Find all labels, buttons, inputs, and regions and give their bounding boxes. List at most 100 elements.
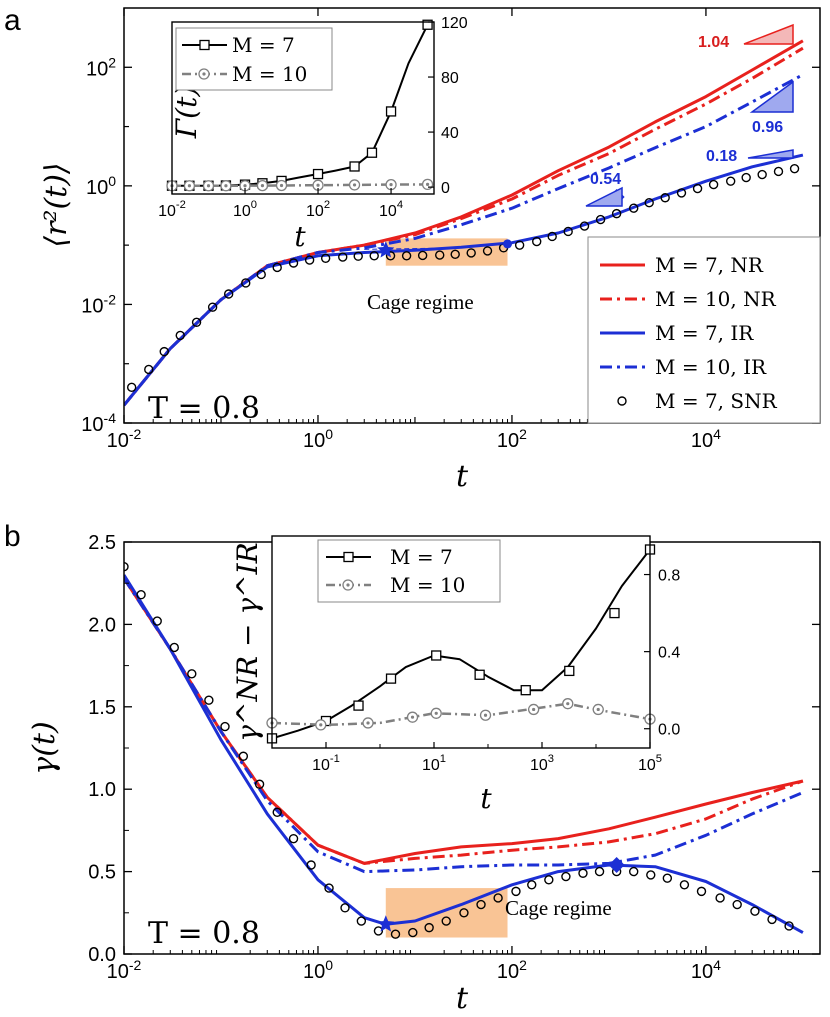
data-point-circle [424, 922, 434, 933]
inset-frame [271, 535, 651, 749]
series-line-gray-circle [172, 183, 428, 187]
inset-x-tick-label: 103 [530, 753, 554, 774]
data-point-circle [611, 208, 622, 219]
legend-label: M = 7, NR [655, 253, 764, 277]
panel-letter-b: b [4, 520, 21, 553]
series-line-blue-dashdot [124, 577, 804, 874]
y-tick-label: 2.0 [88, 614, 116, 636]
y-tick-label: 100 [86, 173, 116, 199]
data-point-circle [527, 880, 537, 890]
data-point-circle [789, 163, 800, 174]
tick-mantissa: 10 [233, 203, 251, 220]
x-tick-label: 104 [691, 957, 721, 983]
cage-region [385, 888, 508, 938]
data-point-circle [238, 751, 249, 761]
tick-exponent: 0 [251, 199, 257, 211]
legend-sample-square [343, 551, 354, 563]
data-point-circle [338, 252, 348, 262]
x-tick-label: 100 [303, 426, 333, 452]
data-point-circle [340, 903, 350, 913]
data-point-circle [254, 779, 265, 789]
tick-mantissa: 10 [81, 414, 103, 436]
tick-exponent: -2 [129, 957, 142, 973]
inset-y-axis-label: Γ(t) [170, 86, 203, 140]
inset-y-tick-label: 0.0 [658, 722, 680, 739]
data-point-square [366, 147, 378, 158]
temperature-label: T = 0.8 [148, 391, 260, 426]
data-point-dot [352, 183, 357, 187]
tick-mantissa: 10 [312, 757, 330, 774]
tick-exponent: 2 [108, 54, 116, 70]
data-point-circle [750, 906, 760, 916]
inset-x-tick-label: 100 [233, 199, 257, 220]
data-point-circle [204, 695, 214, 705]
tick-exponent: 0 [325, 957, 333, 973]
data-point-circle [124, 562, 129, 572]
tick-mantissa: 10 [691, 430, 713, 452]
y-tick-label: 10-4 [81, 410, 116, 436]
tick-mantissa: 10 [497, 961, 519, 983]
data-point-dot [316, 183, 320, 187]
data-point-circle [401, 251, 412, 261]
tick-exponent: 0 [108, 173, 116, 189]
data-point-circle [679, 880, 690, 890]
inset-x-tick-label: 10-2 [158, 199, 186, 220]
data-point-circle [169, 642, 179, 653]
data-point-circle [629, 866, 639, 877]
data-point-circle [595, 214, 606, 225]
tick-exponent: -2 [176, 199, 186, 211]
x-tick-label: 104 [691, 426, 721, 452]
series-line-blue-solid [124, 574, 804, 934]
slope-label: 1.04 [698, 34, 729, 51]
data-point-dot [532, 707, 536, 712]
data-point-circle [482, 246, 493, 256]
data-point-circle [175, 330, 185, 341]
data-point-circle [578, 868, 588, 878]
data-point-circle [373, 926, 384, 936]
legend-label: M = 7 [390, 545, 453, 569]
legend-sample-dot [202, 72, 206, 76]
data-point-circle [696, 886, 707, 897]
data-point-circle [493, 893, 503, 903]
data-point-circle [136, 590, 146, 600]
tick-mantissa: 10 [303, 430, 325, 452]
x-tick-label: 100 [303, 957, 333, 983]
tick-exponent: -2 [129, 426, 142, 442]
data-point-dot [596, 707, 600, 712]
tick-exponent: 4 [713, 957, 721, 973]
slope-triangle-red [743, 23, 794, 45]
legend-label: M = 10, IR [655, 355, 767, 379]
tick-exponent: 5 [656, 753, 662, 765]
star-marker [377, 241, 395, 258]
data-point-circle [353, 251, 363, 261]
data-point-circle [715, 893, 725, 903]
data-point-dot [566, 702, 570, 706]
tick-exponent: 3 [548, 753, 554, 765]
star-marker [377, 915, 395, 932]
data-point-circle [594, 866, 605, 877]
inset-y-tick-label: 0.4 [658, 645, 680, 662]
data-point-circle [476, 899, 486, 910]
data-point-circle [223, 289, 234, 299]
plot-frame [123, 7, 821, 424]
series-line-red-dashdot [124, 46, 804, 407]
data-point-circle [708, 179, 719, 190]
data-point-circle [441, 916, 451, 926]
tick-exponent: 2 [324, 199, 330, 211]
cage-regime-label: Cage regime [505, 896, 612, 920]
tick-exponent: 2 [519, 957, 527, 973]
inset-x-axis-label: t [294, 220, 306, 253]
data-point-circle [784, 921, 794, 931]
data-point-square [385, 106, 397, 117]
tick-exponent: -4 [104, 410, 117, 426]
tick-mantissa: 10 [158, 203, 176, 220]
slope-triangle-blue-054 [585, 186, 623, 207]
data-point-circle [126, 382, 137, 393]
temperature-label: T = 0.8 [148, 916, 260, 951]
x-axis-label: t [456, 459, 469, 494]
tick-exponent: 2 [519, 426, 527, 442]
tick-exponent: 4 [713, 426, 721, 442]
tick-mantissa: 10 [86, 58, 108, 80]
data-point-circle [660, 193, 670, 203]
